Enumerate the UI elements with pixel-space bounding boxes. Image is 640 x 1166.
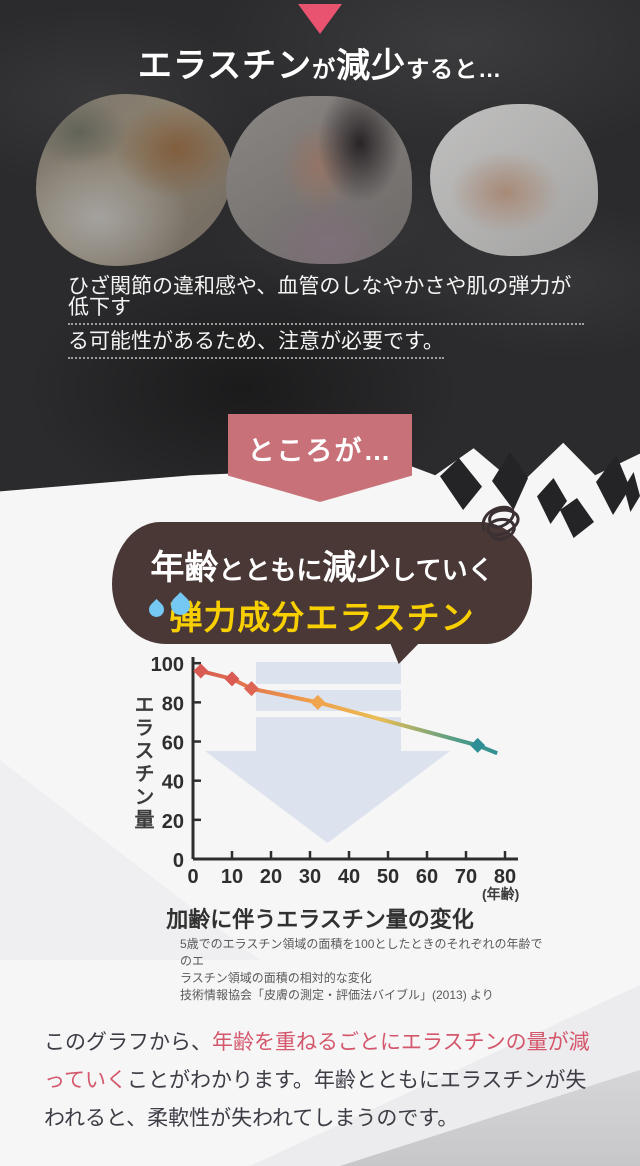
section-title-part: エラスチン (137, 47, 313, 85)
svg-text:20: 20 (260, 866, 282, 888)
speech-bubble: 年齢とともに減少していく 弾力成分エラスチン (112, 522, 532, 644)
scribble-icon (481, 505, 520, 541)
down-arrow-body (256, 717, 401, 753)
section-title: エラスチンが減少すると… (0, 38, 640, 87)
intro-paragraph: ひざ関節の違和感や、血管のしなやかさや肌の弾力が低下す る可能性があるため、注意… (68, 276, 584, 365)
svg-text:0: 0 (173, 850, 184, 872)
bubble-line2: 弾力成分エラスチン (169, 599, 475, 636)
svg-text:30: 30 (299, 866, 321, 888)
bubble-line1-part: 減少 (322, 549, 391, 587)
photo-woman-touching-cheek (226, 96, 412, 264)
down-arrow-slat (256, 662, 401, 684)
elastin-line-chart: 0 20 40 60 80 100 0 10 20 30 40 50 60 70 80 (151, 654, 518, 888)
bubble-line1-part: とともに (218, 555, 323, 585)
intro-line: る可能性があるため、注意が必要です。 (68, 331, 444, 359)
chart-footnote: 5歳でのエラスチン領域の面積を100としたときのそれぞれの年齢でのエ ラスチン領… (180, 936, 548, 1004)
tokoroga-ribbon: ところが… (228, 414, 412, 502)
svg-text:70: 70 (455, 866, 477, 888)
photo-knee-discomfort (36, 94, 232, 266)
svg-text:40: 40 (162, 772, 184, 794)
down-triangle-icon (298, 4, 342, 34)
conclusion-highlight: 年齢を重ねるごとにエラスチンの量が減っていく (44, 1031, 590, 1092)
conclusion-part: ことがわかります。年齢とともにエラスチンが失われると、柔軟性が失われてしまうので… (44, 1069, 587, 1130)
bubble-line1-part: 年齢 (150, 549, 219, 587)
dark-hero-section: エラスチンが減少すると… ひざ関節の違和感や、血管のしなやかさや肌の弾力が低下す… (0, 0, 640, 492)
svg-text:80: 80 (494, 866, 516, 888)
chart-x-axis-unit: (年齢) (482, 886, 520, 902)
footnote-line: ラスチン領域の面積の相対的な変化 (180, 971, 372, 985)
svg-text:20: 20 (162, 811, 184, 833)
conclusion-part: このグラフから、 (44, 1031, 212, 1054)
svg-text:60: 60 (416, 866, 438, 888)
svg-text:100: 100 (151, 654, 184, 676)
section-title-part: が (312, 56, 337, 82)
chart-y-axis-label: エラスチン量 (131, 694, 153, 832)
svg-text:0: 0 (187, 866, 198, 888)
svg-text:40: 40 (338, 866, 360, 888)
section-title-part: すると… (406, 56, 503, 82)
section-title-part: 減少 (336, 47, 407, 85)
chart-title: 加齢に伴うエラスチン量の変化 (166, 907, 474, 932)
svg-text:50: 50 (377, 866, 399, 888)
glass-shard (560, 498, 594, 538)
svg-text:80: 80 (162, 693, 184, 715)
photo-elderly-hands (430, 104, 598, 256)
glass-shard (537, 478, 567, 524)
conclusion-paragraph: このグラフから、年齢を重ねるごとにエラスチンの量が減っていくことがわかります。年… (44, 1024, 600, 1138)
footnote-line: 技術情報協会「皮膚の測定・評価法バイブル」(2013) より (180, 988, 494, 1002)
tokoroga-ribbon-label: ところが… (247, 436, 393, 466)
bubble-line1-part: していく (390, 555, 494, 585)
svg-text:60: 60 (162, 733, 184, 755)
bubble-line1: 年齢とともに減少していく (112, 540, 532, 589)
glass-shard (624, 472, 640, 512)
svg-text:10: 10 (221, 866, 243, 888)
footnote-line: 5歳でのエラスチン領域の面積を100としたときのそれぞれの年齢でのエ (180, 937, 543, 968)
intro-line: ひざ関節の違和感や、血管のしなやかさや肌の弾力が低下す (68, 276, 584, 325)
